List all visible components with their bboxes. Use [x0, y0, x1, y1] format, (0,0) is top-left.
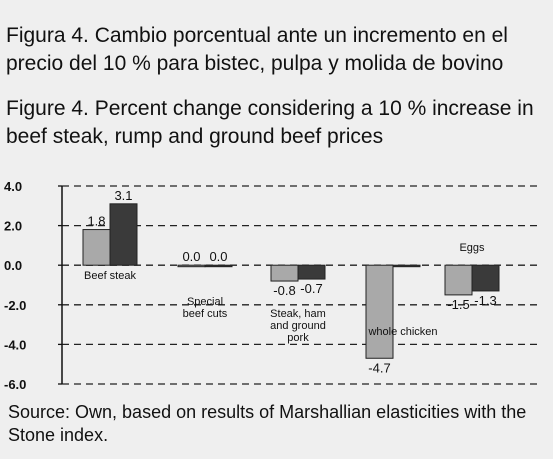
figure-title-spanish: Figura 4. Cambio porcentual ante un incr…: [6, 24, 508, 75]
bar-data-label: 0.0: [209, 249, 227, 264]
bar-data-label: -0.8: [273, 283, 295, 298]
y-tick-label: -2.0: [4, 298, 26, 313]
bar: [82, 229, 111, 266]
bars: [82, 203, 500, 359]
bar: [392, 264, 421, 268]
y-axis: 4.0 2.0 0.0 -2.0 -4.0 -6.0: [4, 179, 63, 392]
figure-title-english: Figure 4. Percent change considering a 1…: [6, 97, 534, 148]
y-tick-label: -4.0: [4, 337, 26, 352]
y-tick-label: 0.0: [4, 258, 22, 273]
bar-data-label: -1.5: [447, 297, 469, 312]
bar-data-label: -4.7: [368, 360, 390, 375]
bar: [365, 264, 394, 359]
bar: [297, 264, 326, 280]
category-labels: Beef steak Special beef cuts Steak, ham and …: [84, 242, 485, 344]
bar: [177, 264, 206, 268]
figure-source-note: Source: Own, based on results of Marshal…: [8, 402, 527, 445]
y-tick-label: 2.0: [4, 219, 22, 234]
bar-data-label: 0.0: [182, 249, 200, 264]
bar-data-label: -0.7: [300, 281, 322, 296]
bar: [270, 264, 299, 282]
bar: [204, 264, 233, 268]
category-label: Special beef cuts: [183, 296, 228, 320]
bar: [471, 264, 500, 292]
y-tick-label: -6.0: [4, 377, 26, 392]
bar: [109, 203, 138, 266]
category-label: whole chicken: [367, 326, 437, 338]
data-labels: 1.8 0.0 -0.8 -4.7 -1.5 3.1 0.0 -0.7 -1.3: [87, 188, 496, 375]
bar-data-label: 3.1: [114, 188, 132, 203]
category-label: Eggs: [459, 242, 485, 254]
bar-data-label: -1.3: [474, 293, 496, 308]
y-tick-label: 4.0: [4, 179, 22, 194]
category-label: Steak, ham and ground pork: [270, 308, 326, 344]
bar: [444, 264, 473, 296]
category-label: Beef steak: [84, 270, 136, 282]
bar-chart: 4.0 2.0 0.0 -2.0 -4.0 -6.0 1.8 0.0 -0.8 -4.7 -1.5…: [4, 179, 538, 392]
bar-data-label: 1.8: [87, 214, 105, 229]
